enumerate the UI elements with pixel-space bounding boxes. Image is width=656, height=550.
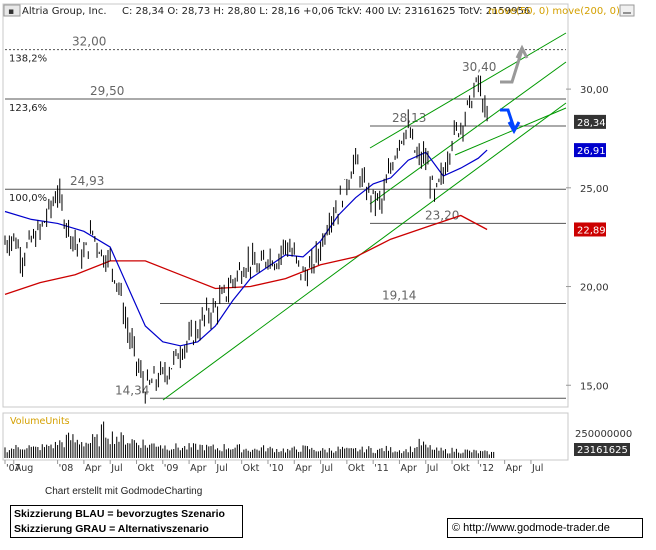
x-tick-label: Apr <box>295 463 312 474</box>
scenario-grey-text: Skizzierung GRAU = Alternativszenario <box>14 523 209 535</box>
x-tick-label: Jul <box>110 463 122 474</box>
x-tick-label: Jul <box>215 463 227 474</box>
chart-credit: Chart erstellt mit GodmodeCharting <box>45 486 203 497</box>
volume-panel-frame <box>2 412 569 461</box>
y-tick-label: 25,00 <box>580 184 609 195</box>
x-tick-label: Apr <box>506 463 523 474</box>
scenario-legend: Skizzierung BLAU = bevorzugtes Szenario … <box>10 505 243 538</box>
x-tick-label: Apr <box>400 463 417 474</box>
price-tag-label: 28,34 <box>577 118 606 129</box>
level-label: 19,14 <box>382 289 416 303</box>
level-label: 14,34 <box>115 383 149 397</box>
x-tick-label: Apr <box>85 463 102 474</box>
x-tick-label: '07 <box>6 463 21 474</box>
price-panel-frame <box>2 3 569 408</box>
source-url[interactable]: © http://www.godmode-trader.de <box>447 518 643 538</box>
level-label: 28,13 <box>392 111 426 125</box>
volume-label: VolumeUnits <box>10 416 70 427</box>
scenario-blue-text: Skizzierung BLAU = bevorzugtes Szenario <box>14 508 225 520</box>
price-tag <box>574 143 606 158</box>
volume-tag <box>574 443 630 456</box>
x-tick-label: Aug <box>15 463 34 474</box>
fib-label: 138,2% <box>9 54 47 65</box>
header-ma-legend: move(50, 0) move(200, 0) <box>488 6 620 17</box>
x-tick-label: Jul <box>531 463 543 474</box>
volume-tick-label: 250000000 <box>575 429 632 440</box>
x-tick-label: '09 <box>164 463 179 474</box>
trend-line <box>162 102 567 401</box>
peak-label: 30,40 <box>462 60 496 74</box>
level-label: 29,50 <box>90 84 124 98</box>
price-tag <box>574 114 606 129</box>
volume-tag-label: 23161625 <box>577 445 628 456</box>
level-label: 24,93 <box>70 174 104 188</box>
level-label: 32,00 <box>72 35 106 49</box>
ma200-line <box>4 214 488 296</box>
y-tick-label: 30,00 <box>580 85 609 96</box>
x-tick-label: '08 <box>59 463 74 474</box>
x-tick-label: Jul <box>426 463 438 474</box>
trend-line <box>369 61 567 205</box>
trend-line <box>369 32 567 149</box>
price-tag <box>574 222 606 237</box>
x-tick-label: Okt <box>348 463 365 474</box>
price-tag-label: 22,89 <box>577 225 606 236</box>
x-tick-label: '11 <box>374 463 389 474</box>
blue-scenario-arrow <box>500 108 521 135</box>
header-toggle-icon[interactable] <box>3 4 21 17</box>
level-label: 23,20 <box>425 208 459 222</box>
minimize-icon[interactable] <box>619 4 635 17</box>
header-title: Altria Group, Inc. <box>22 6 107 17</box>
x-tick-label: Okt <box>453 463 470 474</box>
y-tick-label: 15,00 <box>580 381 609 392</box>
x-tick-label: Okt <box>137 463 154 474</box>
x-tick-label: '10 <box>269 463 284 474</box>
header-quote: C: 28,34 O: 28,73 H: 28,80 L: 28,16 +0,0… <box>122 6 530 17</box>
x-tick-label: Jul <box>321 463 333 474</box>
header-toggle-glyph: ▪ <box>8 7 14 17</box>
grey-scenario-arrow <box>500 44 529 84</box>
x-tick-label: '12 <box>479 463 494 474</box>
price-tag-label: 26,91 <box>577 146 606 157</box>
x-tick-label: Apr <box>190 463 207 474</box>
fib-label: 123,6% <box>9 103 47 114</box>
trend-line <box>454 107 567 156</box>
y-tick-label: 20,00 <box>580 283 609 294</box>
x-tick-label: Okt <box>243 463 260 474</box>
fib-label: 100,0% <box>9 193 47 204</box>
